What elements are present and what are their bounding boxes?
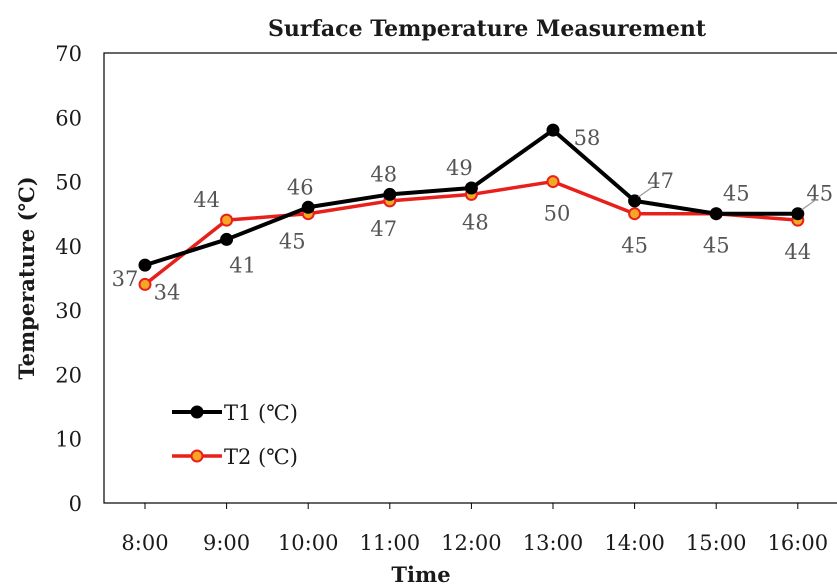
series-1-point (220, 232, 234, 246)
series-1-point (138, 258, 152, 272)
x-tick-label: 9:00 (203, 531, 250, 555)
label-leader-line (801, 199, 817, 211)
x-tick-label: 16:00 (768, 531, 829, 555)
y-tick-label: 50 (55, 171, 82, 195)
series-2-point (220, 213, 234, 227)
y-tick-label: 70 (55, 42, 82, 66)
series-1-data-label: 41 (229, 253, 256, 277)
y-tick-label: 60 (55, 106, 82, 130)
series-1-data-label: 47 (647, 169, 674, 193)
series-1-point (383, 187, 397, 201)
data-labels: 37 41 46 48 49 58 47 45 45 34 44 45 47 48 50 45 45 44 (112, 126, 834, 304)
series-1-data-label: 49 (446, 156, 473, 180)
series-2-data-label: 45 (703, 234, 730, 258)
series-2-data-label: 48 (462, 210, 489, 234)
x-axis-ticks: 8:00 9:00 10:00 11:00 12:00 13:00 14:00 15:00 16… (121, 503, 828, 555)
series-1-point (546, 123, 560, 137)
x-tick-label: 11:00 (360, 531, 421, 555)
series-2-data-label: 34 (154, 280, 181, 304)
label-leader-line (638, 186, 653, 198)
x-tick-label: 8:00 (121, 531, 168, 555)
legend-label-2: T2 (℃) (224, 445, 298, 469)
legend-marker-1 (190, 405, 204, 419)
series-2-data-label: 44 (784, 240, 811, 264)
series-1-point (709, 207, 723, 221)
x-tick-label: 14:00 (604, 531, 665, 555)
series-2-data-label: 45 (621, 234, 648, 258)
series-2-point (546, 175, 560, 189)
y-tick-label: 20 (55, 363, 82, 387)
x-tick-label: 12:00 (441, 531, 502, 555)
y-axis-ticks: 0 10 20 30 40 50 60 70 (55, 42, 82, 516)
legend: T1 (℃) T2 (℃) (172, 401, 298, 469)
legend-label-1: T1 (℃) (224, 401, 298, 425)
series-2-data-label: 50 (544, 202, 571, 226)
y-axis-title: Temperature (℃) (14, 176, 39, 379)
plot-area (103, 52, 837, 504)
y-tick-label: 30 (55, 299, 82, 323)
series-1-data-label: 37 (112, 267, 139, 291)
y-tick-label: 40 (55, 235, 82, 259)
x-axis-title: Time (391, 562, 450, 585)
series-1-data-label: 46 (287, 175, 314, 199)
series-1-point (301, 200, 315, 214)
series-2-data-label: 44 (193, 188, 220, 212)
legend-marker-2 (190, 449, 204, 463)
series-2-data-label: 47 (370, 217, 397, 241)
series-1-data-label: 45 (806, 182, 833, 206)
series-1-point (791, 207, 805, 221)
x-tick-label: 10:00 (278, 531, 339, 555)
y-tick-label: 10 (55, 428, 82, 452)
series-1-point (464, 181, 478, 195)
x-tick-label: 13:00 (523, 531, 584, 555)
series-1-point (628, 194, 642, 208)
chart-title: Surface Temperature Measurement (268, 16, 707, 42)
series-1-data-label: 48 (370, 162, 397, 186)
series-2-point (138, 277, 152, 291)
series-2-data-label: 45 (279, 230, 306, 254)
series-1-data-label: 58 (574, 126, 601, 150)
series-1-data-label: 45 (723, 182, 750, 206)
x-tick-label: 15:00 (686, 531, 747, 555)
series-2-point (628, 207, 642, 221)
y-tick-label: 0 (69, 492, 82, 516)
series-layer (138, 123, 805, 291)
